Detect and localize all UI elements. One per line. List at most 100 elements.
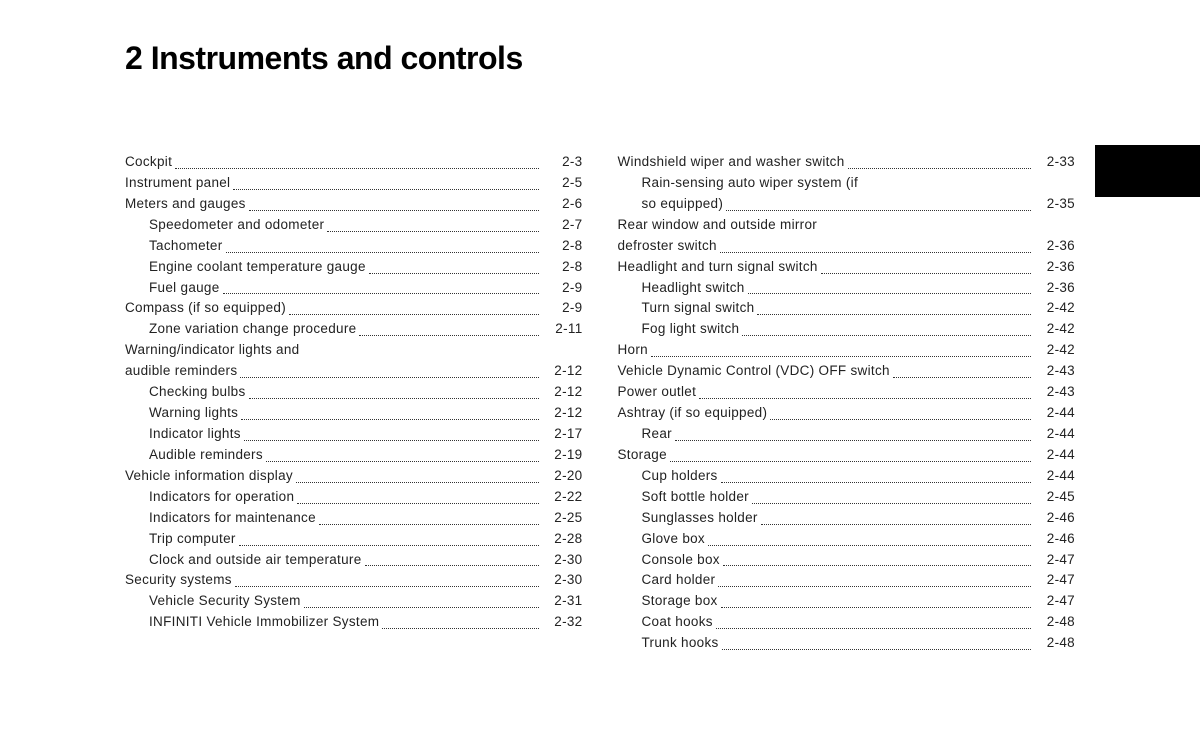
toc-leader-dots [249, 194, 539, 211]
toc-entry-text: Tachometer [125, 236, 223, 257]
toc-entry: Indicators for operation2-22 [125, 487, 583, 508]
toc-right-column: Windshield wiper and washer switch2-33Ra… [618, 152, 1076, 654]
toc-page-number: 2-44 [1035, 445, 1075, 466]
toc-entry: Meters and gauges2-6 [125, 194, 583, 215]
toc-entry-text: Security systems [125, 570, 232, 591]
toc-entry: audible reminders 2-12 [125, 361, 583, 382]
toc-page-number: 2-5 [543, 173, 583, 194]
toc-entry-text: Fog light switch [618, 319, 740, 340]
toc-leader-dots [319, 508, 539, 525]
toc-leader-dots [742, 319, 1031, 336]
toc-page-number: 2-42 [1035, 340, 1075, 361]
toc-page-number: 2-47 [1035, 570, 1075, 591]
toc-leader-dots [723, 550, 1031, 567]
toc-entry-text: Zone variation change procedure [125, 319, 356, 340]
toc-leader-dots [226, 236, 539, 253]
toc-entry-text: audible reminders [125, 361, 237, 382]
chapter-tab [1095, 145, 1200, 197]
toc-leader-dots [651, 340, 1031, 357]
toc-entry-text: Storage box [618, 591, 718, 612]
toc-page-number: 2-8 [543, 236, 583, 257]
toc-entry-text: defroster switch [618, 236, 717, 257]
toc-leader-dots [369, 257, 539, 274]
toc-leader-dots [359, 319, 538, 336]
toc-entry-text: Vehicle Security System [125, 591, 301, 612]
toc-entry-text: Power outlet [618, 382, 697, 403]
toc-entry: Console box2-47 [618, 550, 1076, 571]
toc-page-number: 2-8 [543, 257, 583, 278]
toc-entry-text: Meters and gauges [125, 194, 246, 215]
toc-page-number: 2-12 [543, 361, 583, 382]
toc-entry: Sunglasses holder2-46 [618, 508, 1076, 529]
toc-page-number: 2-9 [543, 298, 583, 319]
toc-page-number: 2-36 [1035, 257, 1075, 278]
toc-entry: Rear window and outside mirror [618, 215, 1076, 236]
toc-page-number: 2-36 [1035, 236, 1075, 257]
page-content: 2 Instruments and controls Cockpit2-3Ins… [0, 0, 1200, 654]
toc-page-number: 2-42 [1035, 319, 1075, 340]
toc-entry-text: Speedometer and odometer [125, 215, 324, 236]
toc-entry-text: Turn signal switch [618, 298, 755, 319]
toc-page-number: 2-47 [1035, 591, 1075, 612]
toc-entry: Storage box 2-47 [618, 591, 1076, 612]
toc-page-number: 2-46 [1035, 529, 1075, 550]
toc-leader-dots [382, 612, 538, 629]
toc-entry: Warning lights2-12 [125, 403, 583, 424]
toc-leader-dots [726, 194, 1031, 211]
toc-entry-text: Headlight and turn signal switch [618, 257, 818, 278]
toc-entry: Checking bulbs2-12 [125, 382, 583, 403]
toc-leader-dots [296, 466, 539, 483]
toc-page-number: 2-32 [543, 612, 583, 633]
toc-page-number: 2-11 [543, 319, 583, 340]
toc-leader-dots [722, 633, 1031, 650]
toc-leader-dots [761, 508, 1031, 525]
toc-leader-dots [241, 403, 538, 420]
toc-entry: Cup holders2-44 [618, 466, 1076, 487]
toc-entry-text: Compass (if so equipped) [125, 298, 286, 319]
toc-page-number: 2-44 [1035, 403, 1075, 424]
toc-leader-dots [175, 152, 538, 169]
toc-entry: Indicator lights2-17 [125, 424, 583, 445]
toc-page-number: 2-22 [543, 487, 583, 508]
toc-entry-text: Windshield wiper and washer switch [618, 152, 845, 173]
toc-leader-dots [848, 152, 1031, 169]
toc-leader-dots [821, 257, 1031, 274]
toc-page-number: 2-48 [1035, 612, 1075, 633]
toc-leader-dots [675, 424, 1031, 441]
toc-entry: Cockpit2-3 [125, 152, 583, 173]
toc-entry-text: Rain-sensing auto wiper system (if [618, 173, 859, 194]
toc-leader-dots [893, 361, 1031, 378]
toc-entry: Horn 2-42 [618, 340, 1076, 361]
toc-entry: Glove box2-46 [618, 529, 1076, 550]
toc-page-number: 2-28 [543, 529, 583, 550]
toc-entry-text: Console box [618, 550, 720, 571]
chapter-title: 2 Instruments and controls [125, 40, 1075, 77]
toc-entry: Trunk hooks2-48 [618, 633, 1076, 654]
toc-leader-dots [233, 173, 538, 190]
toc-entry: so equipped)2-35 [618, 194, 1076, 215]
toc-leader-dots [670, 445, 1031, 462]
toc-entry-text: Trip computer [125, 529, 236, 550]
toc-entry: Rain-sensing auto wiper system (if [618, 173, 1076, 194]
toc-leader-dots [240, 361, 538, 378]
toc-page-number: 2-20 [543, 466, 583, 487]
toc-leader-dots [304, 591, 539, 608]
toc-entry-text: Ashtray (if so equipped) [618, 403, 768, 424]
toc-entry-text: Soft bottle holder [618, 487, 749, 508]
toc-leader-dots [757, 298, 1031, 315]
toc-entry-text: Indicator lights [125, 424, 241, 445]
toc-entry: Headlight switch2-36 [618, 278, 1076, 299]
toc-entry-text: Storage [618, 445, 667, 466]
toc-entry: Vehicle Security System2-31 [125, 591, 583, 612]
toc-entry-text: Instrument panel [125, 173, 230, 194]
toc-left-column: Cockpit2-3Instrument panel2-5Meters and … [125, 152, 583, 654]
toc-entry: Fuel gauge2-9 [125, 278, 583, 299]
toc-entry: Coat hooks2-48 [618, 612, 1076, 633]
toc-leader-dots [721, 466, 1031, 483]
toc-entry-text: INFINITI Vehicle Immobilizer System [125, 612, 379, 633]
toc-entry-text: Horn [618, 340, 648, 361]
toc-entry: Engine coolant temperature gauge2-8 [125, 257, 583, 278]
toc-entry: Instrument panel 2-5 [125, 173, 583, 194]
toc-leader-dots [266, 445, 539, 462]
toc-entry-text: Rear [618, 424, 672, 445]
